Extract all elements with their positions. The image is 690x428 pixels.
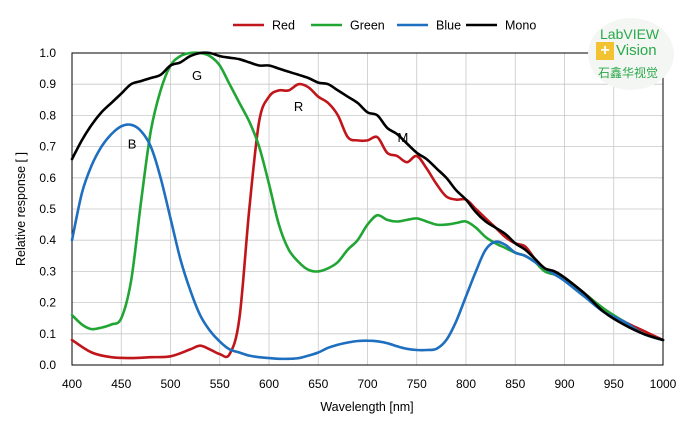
annotation-m: M bbox=[398, 130, 409, 145]
x-tick-label: 650 bbox=[308, 377, 328, 391]
x-tick-labels: 400 450 500 550 600 650 700 750 800 850 900 950 1000 bbox=[62, 377, 677, 391]
y-tick-label: 0.4 bbox=[39, 233, 56, 247]
annotation-g: G bbox=[192, 68, 202, 83]
x-axis-title: Wavelength [nm] bbox=[320, 400, 413, 414]
series-line-blue bbox=[70, 123, 665, 361]
logo-text-labview: LabVIEW bbox=[600, 26, 660, 42]
logo-plus-icon: + bbox=[596, 42, 614, 60]
y-tick-label: 0.7 bbox=[39, 140, 56, 154]
plot-frame bbox=[71, 52, 664, 366]
series-line-mono bbox=[70, 51, 665, 342]
logo-text-vision: Vision bbox=[616, 42, 657, 59]
y-tick-labels: 0.0 0.1 0.2 0.3 0.4 0.5 0.6 0.7 0.8 0.9 1.0 bbox=[39, 46, 56, 372]
legend-label-green: Green bbox=[350, 19, 385, 33]
y-tick-label: 0.9 bbox=[39, 77, 56, 91]
y-tick-label: 0.0 bbox=[39, 358, 56, 372]
series-group bbox=[70, 51, 665, 361]
x-tick-label: 900 bbox=[554, 377, 574, 391]
x-tick-label: 550 bbox=[210, 377, 230, 391]
series-annotations: B G R M bbox=[128, 68, 409, 152]
legend: Red Green Blue Mono bbox=[233, 19, 536, 33]
x-tick-label: 950 bbox=[604, 377, 624, 391]
x-tick-label: 750 bbox=[407, 377, 427, 391]
legend-label-blue: Blue bbox=[436, 19, 461, 33]
x-tick-label: 500 bbox=[160, 377, 180, 391]
annotation-b: B bbox=[128, 136, 137, 151]
x-tick-label: 600 bbox=[259, 377, 279, 391]
y-tick-label: 0.2 bbox=[39, 296, 56, 310]
labview-vision-logo: LabVIEW + Vision 石鑫华视觉 bbox=[588, 18, 674, 90]
y-tick-label: 0.8 bbox=[39, 108, 56, 122]
x-tick-label: 400 bbox=[62, 377, 82, 391]
x-tick-label: 800 bbox=[456, 377, 476, 391]
x-tick-label: 850 bbox=[505, 377, 525, 391]
y-axis-title: Relative response [ ] bbox=[14, 152, 28, 266]
logo-text-chinese: 石鑫华视觉 bbox=[598, 66, 659, 80]
x-tick-label: 1000 bbox=[650, 377, 677, 391]
y-tick-label: 0.6 bbox=[39, 171, 56, 185]
legend-label-red: Red bbox=[272, 19, 295, 33]
x-tick-label: 700 bbox=[357, 377, 377, 391]
x-tick-label: 450 bbox=[111, 377, 131, 391]
y-tick-label: 1.0 bbox=[39, 46, 56, 60]
annotation-r: R bbox=[294, 99, 303, 114]
legend-label-mono: Mono bbox=[505, 19, 536, 33]
y-tick-label: 0.1 bbox=[39, 327, 56, 341]
y-tick-label: 0.3 bbox=[39, 264, 56, 278]
y-tick-label: 0.5 bbox=[39, 202, 56, 216]
grid bbox=[71, 52, 664, 366]
